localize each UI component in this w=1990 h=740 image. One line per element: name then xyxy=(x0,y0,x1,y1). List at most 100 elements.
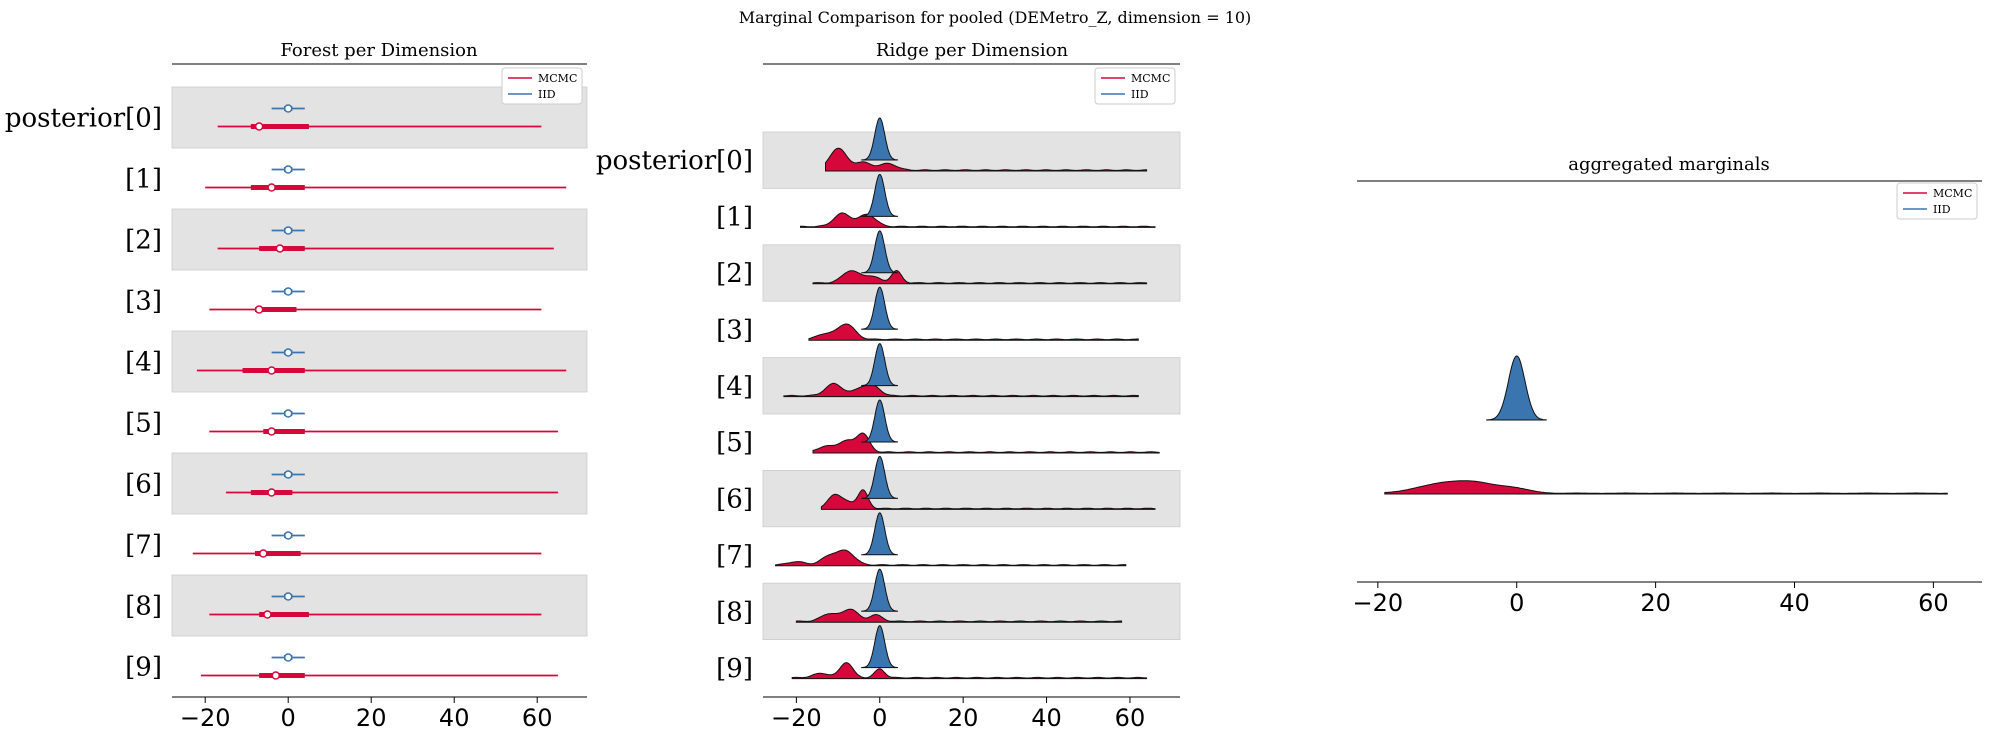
legend-iid-label: IID xyxy=(1933,203,1951,216)
ridge-legend: MCMC IID xyxy=(1094,67,1176,105)
aggregated-tick-label: −20 xyxy=(1353,589,1404,617)
aggregated-tick-label: 20 xyxy=(1640,589,1671,617)
iid-median-point xyxy=(283,287,293,296)
mcmc-ridge-density xyxy=(783,382,1139,398)
forest-x-axis: −20 0 20 40 60 xyxy=(172,696,587,732)
iid-ridge-density xyxy=(861,512,899,556)
forest-legend: MCMC IID xyxy=(501,67,583,105)
iid-median-point xyxy=(283,470,293,479)
forest-row-label: [7] xyxy=(125,531,162,561)
ridge-row-label: [1] xyxy=(716,203,753,233)
legend-mcmc-label: MCMC xyxy=(538,72,577,85)
mcmc-median-point xyxy=(267,488,276,497)
ridge-row-band xyxy=(762,131,1181,189)
forest-tick-label: 60 xyxy=(522,704,553,732)
ridge-row-label: [2] xyxy=(716,259,753,289)
ridge-row-label: [4] xyxy=(716,372,753,402)
forest-title: Forest per Dimension xyxy=(280,40,478,61)
forest-row-band xyxy=(171,452,588,515)
iid-median-point xyxy=(283,165,293,174)
ridge-row-label: [5] xyxy=(716,428,753,458)
ridge-row-label: [8] xyxy=(716,597,753,627)
mcmc-median-point xyxy=(271,671,280,680)
legend-mcmc-label: MCMC xyxy=(1933,187,1972,200)
forest-row-band xyxy=(171,208,588,271)
mcmc-median-point xyxy=(275,244,285,253)
iid-ridge-density xyxy=(861,343,899,387)
forest-row-label: [8] xyxy=(125,592,162,622)
legend-mcmc-label: MCMC xyxy=(1131,72,1170,85)
mcmc-ridge-density xyxy=(800,212,1156,228)
forest-row-band xyxy=(171,574,588,637)
mcmc-ridge-density xyxy=(795,608,1123,623)
iid-median-point xyxy=(283,409,293,418)
mcmc-median-point xyxy=(267,366,276,375)
ridge-row-band xyxy=(762,244,1181,302)
forest-row-label: [2] xyxy=(125,226,162,256)
mcmc-ridge-density xyxy=(825,147,1148,172)
ridge-panel: Ridge per Dimension posterior[0] [1] [2] [3… xyxy=(596,40,1181,732)
mcmc-ridge-density xyxy=(820,489,1156,510)
ridge-row-label: posterior[0] xyxy=(596,146,753,176)
forest-row-band xyxy=(171,330,588,393)
iid-median-point xyxy=(283,653,293,662)
mcmc-ridge-density xyxy=(808,323,1139,341)
ridge-tick-label: −20 xyxy=(771,704,822,732)
legend-iid-label: IID xyxy=(538,88,556,101)
ridge-tick-label: 20 xyxy=(948,704,979,732)
iid-ridge-density xyxy=(861,173,899,217)
mcmc-ridge-density xyxy=(791,662,1148,680)
forest-row-label: [5] xyxy=(125,409,162,439)
forest-marks xyxy=(172,63,587,680)
ridge-tick-label: 40 xyxy=(1031,704,1062,732)
mcmc-median-point xyxy=(263,610,272,619)
iid-median-point xyxy=(283,531,293,540)
iid-median-point xyxy=(283,592,293,601)
mcmc-median-point xyxy=(267,427,276,436)
aggregated-title: aggregated marginals xyxy=(1568,154,1769,175)
mcmc-median-point xyxy=(254,305,264,314)
iid-median-point xyxy=(283,226,293,235)
forest-row-label: [3] xyxy=(125,287,162,317)
ridge-row-label: [9] xyxy=(716,654,753,684)
ridge-x-axis: −20 0 20 40 60 xyxy=(763,696,1180,732)
mcmc-median-point xyxy=(267,183,276,192)
aggregated-tick-label: 60 xyxy=(1918,589,1949,617)
ridge-row-label: [7] xyxy=(716,541,753,571)
aggregated-legend: MCMC IID xyxy=(1896,182,1978,220)
iid-ridge-density xyxy=(861,455,899,499)
ridge-row-labels: posterior[0] [1] [2] [3] [4] [5] [6] [7] [8] [9] xyxy=(596,146,753,684)
legend-frame xyxy=(1896,182,1978,220)
legend-frame xyxy=(1094,67,1176,105)
forest-row-label: [4] xyxy=(125,348,162,378)
forest-row-label: posterior[0] xyxy=(5,104,162,134)
forest-tick-label: 20 xyxy=(356,704,387,732)
legend-frame xyxy=(501,67,583,105)
ridge-tick-label: 60 xyxy=(1115,704,1146,732)
forest-panel: Forest per Dimension posterior[0] [1] [2] [… xyxy=(5,40,588,732)
iid-ridge-density xyxy=(861,399,899,443)
aggregated-marks xyxy=(1384,355,1948,495)
iid-median-point xyxy=(283,104,293,113)
forest-row-bands xyxy=(171,86,588,637)
iid-ridge-density xyxy=(861,625,899,669)
legend-iid-label: IID xyxy=(1131,88,1149,101)
forest-row-label: [6] xyxy=(125,470,162,500)
forest-tick-label: 40 xyxy=(439,704,470,732)
iid-ridge-density xyxy=(861,230,899,274)
iid-ridge-density xyxy=(861,568,899,612)
iid-aggregated-density xyxy=(1486,355,1547,421)
figure-suptitle: Marginal Comparison for pooled (DEMetro_… xyxy=(739,8,1252,27)
forest-row-label: [9] xyxy=(125,653,162,683)
mcmc-median-point xyxy=(254,122,264,131)
ridge-row-band xyxy=(762,357,1181,415)
forest-row-labels: posterior[0] [1] [2] [3] [4] [5] [6] [7] [8] [9] xyxy=(5,104,162,683)
iid-median-point xyxy=(283,348,293,357)
ridge-row-band xyxy=(762,469,1181,528)
iid-ridge-density xyxy=(861,117,899,161)
forest-tick-label: −20 xyxy=(180,704,231,732)
aggregated-x-axis: −20 0 20 40 60 xyxy=(1353,581,1982,617)
mcmc-ridge-density xyxy=(812,269,1148,285)
mcmc-median-point xyxy=(259,549,268,558)
